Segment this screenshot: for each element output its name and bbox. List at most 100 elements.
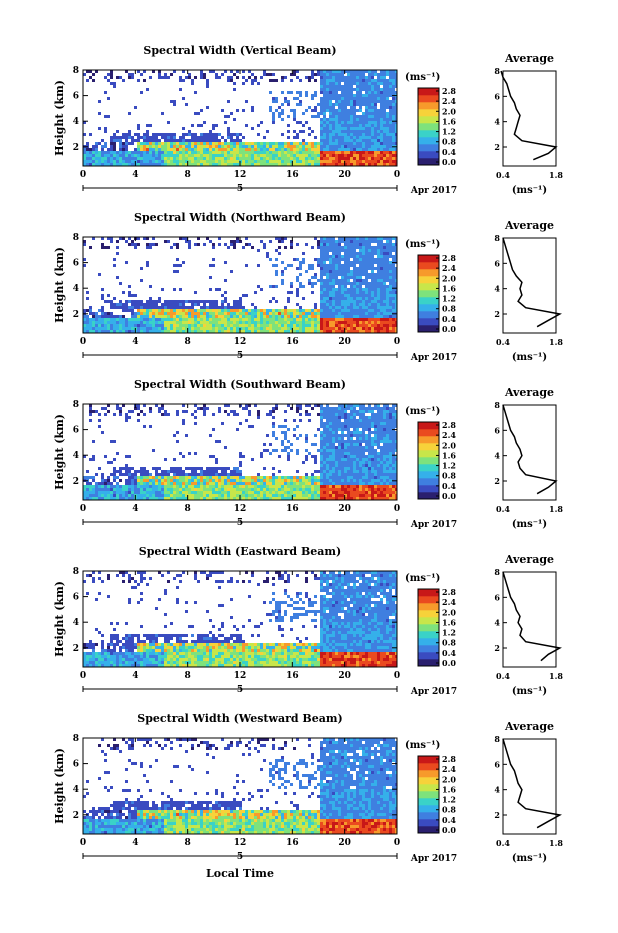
colorbar-tick-label: 0.8 [442, 805, 456, 815]
colorbar-tick-label: 1.2 [442, 294, 456, 304]
x-tick-label: 0 [394, 838, 400, 848]
colorbar-segment [418, 109, 439, 116]
y-tick-label: 8 [73, 233, 79, 243]
heatmap [83, 70, 398, 166]
heatmap-title: Spectral Width (Southward Beam) [134, 378, 346, 391]
colorbar-tick-label: 2.0 [442, 607, 456, 617]
colorbar-segment [418, 631, 439, 638]
average-title: Average [504, 219, 554, 232]
y-axis-label: Height (km) [53, 414, 66, 490]
average-frame [503, 405, 556, 500]
x-tick-label: 8 [185, 671, 191, 681]
colorbar-tick-label: 2.0 [442, 273, 456, 283]
colorbar-segment [418, 325, 439, 332]
average-y-tick-label: 6 [494, 258, 500, 268]
x-tick-label: 0 [80, 337, 86, 347]
heatmap [83, 571, 398, 667]
colorbar-segment [418, 144, 439, 151]
colorbar-segment [418, 116, 439, 123]
average-y-tick-label: 8 [494, 400, 500, 410]
date-label: Apr 2017 [410, 854, 457, 864]
day-label: 5 [237, 685, 243, 695]
average-x-tick-label: 1.8 [549, 170, 563, 180]
colorbar-tick-label: 0.4 [442, 314, 456, 324]
y-tick-label: 4 [73, 451, 79, 461]
colorbar-tick-label: 0.4 [442, 815, 456, 825]
x-tick-label: 0 [394, 170, 400, 180]
colorbar-segment [418, 826, 439, 833]
x-tick-label: 8 [185, 838, 191, 848]
average-y-tick-label: 4 [494, 618, 500, 628]
date-label: Apr 2017 [410, 520, 457, 530]
average-y-tick-label: 2 [494, 309, 500, 319]
date-label: Apr 2017 [410, 186, 457, 196]
y-tick-label: 8 [73, 400, 79, 410]
x-tick-label: 0 [80, 838, 86, 848]
x-tick-label: 16 [286, 170, 299, 180]
colorbar-tick-label: 1.6 [442, 617, 456, 627]
colorbar-tick-label: 0.8 [442, 304, 456, 314]
x-tick-label: 0 [80, 170, 86, 180]
x-tick-label: 4 [132, 504, 138, 514]
colorbar-tick-label: 1.6 [442, 116, 456, 126]
average-frame [503, 238, 556, 333]
x-tick-label: 0 [394, 671, 400, 681]
average-title: Average [504, 720, 554, 733]
average-y-tick-label: 8 [494, 567, 500, 577]
colorbar-segment [418, 88, 439, 95]
colorbar-segment [418, 471, 439, 478]
colorbar-tick-label: 2.4 [442, 764, 456, 774]
colorbar-segment [418, 645, 439, 652]
colorbar-segment [418, 805, 439, 812]
colorbar-unit: (ms⁻¹) [405, 740, 440, 751]
average-x-tick-label: 1.8 [549, 504, 563, 514]
colorbar-unit: (ms⁻¹) [405, 72, 440, 83]
average-profile-line [503, 405, 556, 494]
average-y-tick-label: 6 [494, 759, 500, 769]
colorbar-tick-label: 1.6 [442, 450, 456, 460]
colorbar-segment [418, 102, 439, 109]
colorbar-segment [418, 158, 439, 165]
colorbar-tick-label: 2.4 [442, 597, 456, 607]
colorbar-tick-label: 0.0 [442, 324, 456, 334]
average-x-tick-label: 1.8 [549, 337, 563, 347]
x-tick-label: 20 [338, 170, 351, 180]
x-tick-label: 20 [338, 838, 351, 848]
y-tick-label: 8 [73, 66, 79, 76]
x-tick-label: 12 [234, 170, 247, 180]
colorbar-tick-label: 2.0 [442, 774, 456, 784]
colorbar-segment [418, 791, 439, 798]
y-tick-label: 2 [73, 644, 79, 654]
colorbar-segment [418, 812, 439, 819]
average-profile-line [503, 572, 560, 661]
colorbar-tick-label: 1.2 [442, 795, 456, 805]
y-tick-label: 4 [73, 117, 79, 127]
average-x-unit: (ms⁻¹) [512, 519, 547, 530]
colorbar-segment [418, 130, 439, 137]
colorbar-segment [418, 297, 439, 304]
average-y-tick-label: 2 [494, 142, 500, 152]
colorbar-segment [418, 485, 439, 492]
x-tick-label: 12 [234, 337, 247, 347]
average-x-tick-label: 1.8 [549, 671, 563, 681]
colorbar-segment [418, 283, 439, 290]
colorbar-tick-label: 0.8 [442, 471, 456, 481]
y-axis-label: Height (km) [53, 581, 66, 657]
average-y-tick-label: 2 [494, 810, 500, 820]
colorbar-tick-label: 1.6 [442, 283, 456, 293]
colorbar-segment [418, 443, 439, 450]
y-tick-label: 4 [73, 785, 79, 795]
colorbar-segment [418, 123, 439, 130]
y-tick-label: 4 [73, 618, 79, 628]
colorbar-segment [418, 276, 439, 283]
colorbar-tick-label: 2.4 [442, 96, 456, 106]
colorbar-tick-label: 1.2 [442, 127, 456, 137]
x-tick-label: 8 [185, 504, 191, 514]
average-x-tick-label: 0.4 [496, 838, 510, 848]
average-y-tick-label: 4 [494, 284, 500, 294]
colorbar-tick-label: 2.8 [442, 754, 456, 764]
